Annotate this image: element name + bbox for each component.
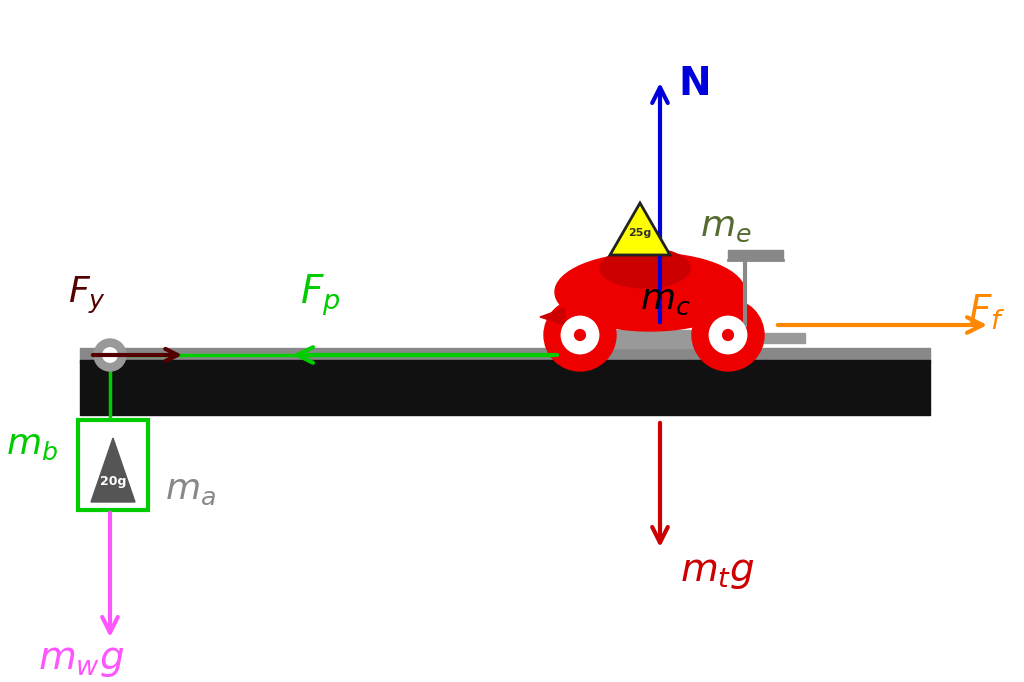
Circle shape bbox=[561, 316, 599, 354]
Circle shape bbox=[574, 329, 586, 340]
Text: $m_tg$: $m_tg$ bbox=[680, 553, 755, 591]
Text: $m_a$: $m_a$ bbox=[165, 473, 216, 507]
Text: $m_e$: $m_e$ bbox=[700, 210, 752, 244]
Polygon shape bbox=[610, 203, 670, 255]
Circle shape bbox=[102, 348, 117, 362]
Text: 20g: 20g bbox=[99, 475, 126, 488]
Bar bbox=[728, 250, 783, 260]
Bar bbox=[550, 330, 760, 348]
Polygon shape bbox=[91, 438, 135, 502]
Circle shape bbox=[710, 316, 746, 354]
Circle shape bbox=[94, 339, 126, 371]
Ellipse shape bbox=[600, 248, 690, 288]
Text: $F_y$: $F_y$ bbox=[68, 274, 106, 316]
Circle shape bbox=[544, 299, 616, 371]
Circle shape bbox=[692, 299, 764, 371]
Text: N: N bbox=[678, 65, 711, 103]
Ellipse shape bbox=[555, 253, 745, 331]
Polygon shape bbox=[540, 308, 565, 325]
Text: 25g: 25g bbox=[629, 228, 651, 238]
Text: $m_c$: $m_c$ bbox=[640, 283, 690, 317]
Text: $F_p$: $F_p$ bbox=[300, 272, 340, 318]
Text: $m_b$: $m_b$ bbox=[6, 428, 58, 462]
Bar bbox=[755, 333, 805, 343]
Bar bbox=[78, 420, 148, 510]
Text: $F_f$: $F_f$ bbox=[968, 293, 1006, 331]
Circle shape bbox=[723, 329, 733, 340]
Bar bbox=[80, 348, 930, 363]
Bar bbox=[80, 360, 930, 415]
Text: $m_wg$: $m_wg$ bbox=[38, 641, 124, 679]
